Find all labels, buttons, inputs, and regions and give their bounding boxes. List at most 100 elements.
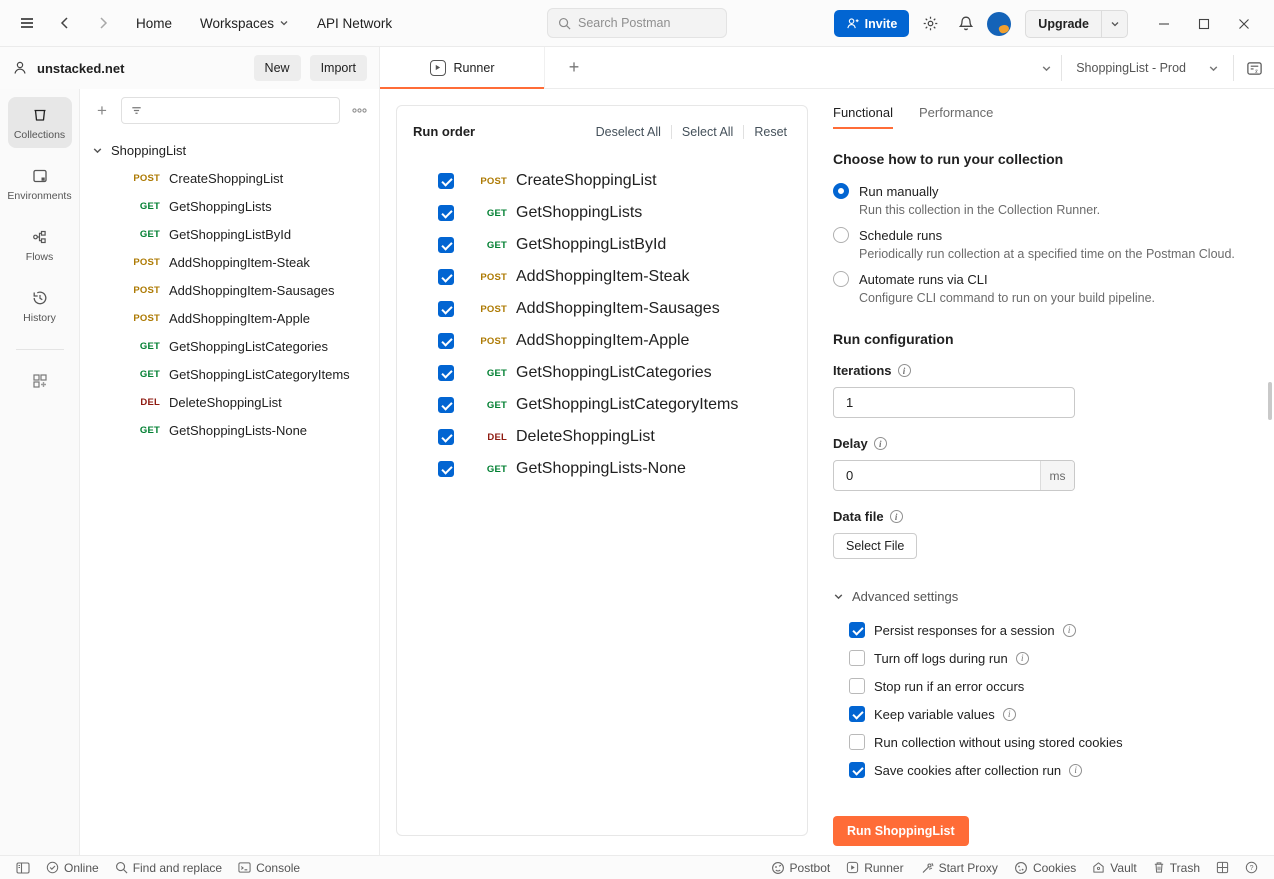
trash-button[interactable]: Trash bbox=[1145, 856, 1208, 879]
advanced-setting-row[interactable]: Stop run if an error occurs bbox=[849, 678, 1263, 694]
cookies-button[interactable]: Cookies bbox=[1006, 856, 1084, 879]
request-row[interactable]: GET GetShoppingListById bbox=[80, 220, 379, 248]
runner-button[interactable]: Runner bbox=[838, 856, 911, 879]
request-checkbox[interactable] bbox=[438, 333, 454, 349]
info-icon[interactable] bbox=[873, 437, 887, 450]
global-search[interactable] bbox=[547, 8, 727, 38]
tab-runner[interactable]: Runner bbox=[380, 46, 545, 90]
invite-button[interactable]: Invite bbox=[833, 10, 910, 37]
run-order-row[interactable]: GET GetShoppingListById bbox=[397, 229, 807, 261]
advanced-setting-row[interactable]: Run collection without using stored cook… bbox=[849, 734, 1263, 750]
run-order-row[interactable]: DEL DeleteShoppingList bbox=[397, 421, 807, 453]
vertical-scrollbar-thumb[interactable] bbox=[1268, 382, 1272, 420]
request-row[interactable]: POST AddShoppingItem-Apple bbox=[80, 304, 379, 332]
setting-checkbox[interactable] bbox=[849, 650, 865, 666]
request-checkbox[interactable] bbox=[438, 397, 454, 413]
run-order-row[interactable]: GET GetShoppingListCategoryItems bbox=[397, 389, 807, 421]
collection-row[interactable]: ShoppingList bbox=[80, 136, 379, 164]
run-order-row[interactable]: POST AddShoppingItem-Sausages bbox=[397, 293, 807, 325]
upgrade-dropdown-chevron[interactable] bbox=[1101, 10, 1127, 37]
nav-api-network[interactable]: API Network bbox=[307, 10, 402, 37]
console-button[interactable]: Console bbox=[230, 856, 308, 879]
request-row[interactable]: POST CreateShoppingList bbox=[80, 164, 379, 192]
rail-item-add-tools[interactable] bbox=[8, 366, 72, 396]
nav-workspaces[interactable]: Workspaces bbox=[190, 10, 299, 37]
delay-input[interactable] bbox=[834, 468, 1040, 483]
advanced-settings-toggle[interactable]: Advanced settings bbox=[833, 589, 1263, 604]
layout-button[interactable] bbox=[1208, 856, 1237, 879]
hamburger-menu-icon[interactable] bbox=[12, 8, 42, 38]
nav-home[interactable]: Home bbox=[126, 10, 182, 37]
request-checkbox[interactable] bbox=[438, 205, 454, 221]
environment-selector[interactable]: ShoppingList - Prod bbox=[1062, 61, 1233, 75]
request-checkbox[interactable] bbox=[438, 461, 454, 477]
info-icon[interactable] bbox=[1069, 763, 1083, 777]
run-order-row[interactable]: POST CreateShoppingList bbox=[397, 165, 807, 197]
run-order-row[interactable]: POST AddShoppingItem-Steak bbox=[397, 261, 807, 293]
postbot-button[interactable]: Postbot bbox=[763, 856, 839, 879]
advanced-setting-row[interactable]: Keep variable values bbox=[849, 706, 1263, 722]
search-input[interactable] bbox=[578, 16, 708, 30]
setting-checkbox[interactable] bbox=[849, 762, 865, 778]
run-order-row[interactable]: GET GetShoppingLists bbox=[397, 197, 807, 229]
tab-functional[interactable]: Functional bbox=[833, 105, 893, 129]
rail-item-flows[interactable]: Flows bbox=[8, 219, 72, 270]
request-row[interactable]: POST AddShoppingItem-Sausages bbox=[80, 276, 379, 304]
user-avatar[interactable] bbox=[987, 11, 1012, 36]
request-row[interactable]: GET GetShoppingListCategories bbox=[80, 332, 379, 360]
select-all-link[interactable]: Select All bbox=[681, 124, 734, 139]
window-close-button[interactable] bbox=[1224, 4, 1264, 44]
request-checkbox[interactable] bbox=[438, 269, 454, 285]
radio-button[interactable] bbox=[833, 271, 849, 287]
setting-checkbox[interactable] bbox=[849, 734, 865, 750]
info-icon[interactable] bbox=[897, 364, 911, 377]
connection-status[interactable]: Online bbox=[38, 856, 107, 879]
request-row[interactable]: GET GetShoppingLists bbox=[80, 192, 379, 220]
workspace-name[interactable]: unstacked.net bbox=[37, 60, 125, 76]
import-button[interactable]: Import bbox=[309, 55, 367, 81]
reset-link[interactable]: Reset bbox=[754, 124, 787, 139]
upgrade-button[interactable]: Upgrade bbox=[1038, 16, 1089, 31]
settings-gear-icon[interactable] bbox=[915, 9, 945, 39]
run-collection-button[interactable]: Run ShoppingList bbox=[833, 816, 969, 846]
info-icon[interactable] bbox=[1002, 707, 1016, 721]
window-minimize-button[interactable] bbox=[1144, 4, 1184, 44]
setting-checkbox[interactable] bbox=[849, 678, 865, 694]
rail-item-history[interactable]: History bbox=[8, 280, 72, 331]
advanced-setting-row[interactable]: Save cookies after collection run bbox=[849, 762, 1263, 778]
sidebar-more-options[interactable] bbox=[347, 108, 371, 113]
select-file-button[interactable]: Select File bbox=[833, 533, 918, 559]
setting-checkbox[interactable] bbox=[849, 706, 865, 722]
run-order-row[interactable]: GET GetShoppingListCategories bbox=[397, 357, 807, 389]
radio-button[interactable] bbox=[833, 183, 849, 199]
rail-item-environments[interactable]: Environments bbox=[7, 158, 72, 209]
iterations-input[interactable] bbox=[834, 395, 1074, 410]
radio-button[interactable] bbox=[833, 227, 849, 243]
request-row[interactable]: POST AddShoppingItem-Steak bbox=[80, 248, 379, 276]
info-icon[interactable] bbox=[1062, 623, 1076, 637]
request-checkbox[interactable] bbox=[438, 429, 454, 445]
notifications-bell-icon[interactable] bbox=[951, 9, 981, 39]
request-row[interactable]: GET GetShoppingListCategoryItems bbox=[80, 360, 379, 388]
request-row[interactable]: GET GetShoppingLists-None bbox=[80, 416, 379, 444]
deselect-all-link[interactable]: Deselect All bbox=[595, 124, 661, 139]
request-checkbox[interactable] bbox=[438, 365, 454, 381]
run-mode-option[interactable]: Automate runs via CLI Configure CLI comm… bbox=[833, 271, 1263, 305]
advanced-setting-row[interactable]: Persist responses for a session bbox=[849, 622, 1263, 638]
tab-performance[interactable]: Performance bbox=[918, 105, 994, 120]
request-checkbox[interactable] bbox=[438, 301, 454, 317]
rail-item-collections[interactable]: Collections bbox=[7, 97, 72, 148]
window-maximize-button[interactable] bbox=[1184, 4, 1224, 44]
run-mode-option[interactable]: Run manually Run this collection in the … bbox=[833, 183, 1263, 217]
vault-button[interactable]: Vault bbox=[1084, 856, 1144, 879]
toggle-sidebar-button[interactable] bbox=[8, 856, 38, 879]
request-checkbox[interactable] bbox=[438, 237, 454, 253]
find-and-replace-button[interactable]: Find and replace bbox=[107, 856, 230, 879]
request-checkbox[interactable] bbox=[438, 173, 454, 189]
new-button[interactable]: New bbox=[253, 55, 301, 81]
info-icon[interactable] bbox=[889, 510, 903, 523]
help-button[interactable]: ? bbox=[1237, 856, 1266, 879]
tab-overflow-chevron[interactable] bbox=[1031, 63, 1061, 74]
request-row[interactable]: DEL DeleteShoppingList bbox=[80, 388, 379, 416]
start-proxy-button[interactable]: Start Proxy bbox=[912, 856, 1006, 879]
